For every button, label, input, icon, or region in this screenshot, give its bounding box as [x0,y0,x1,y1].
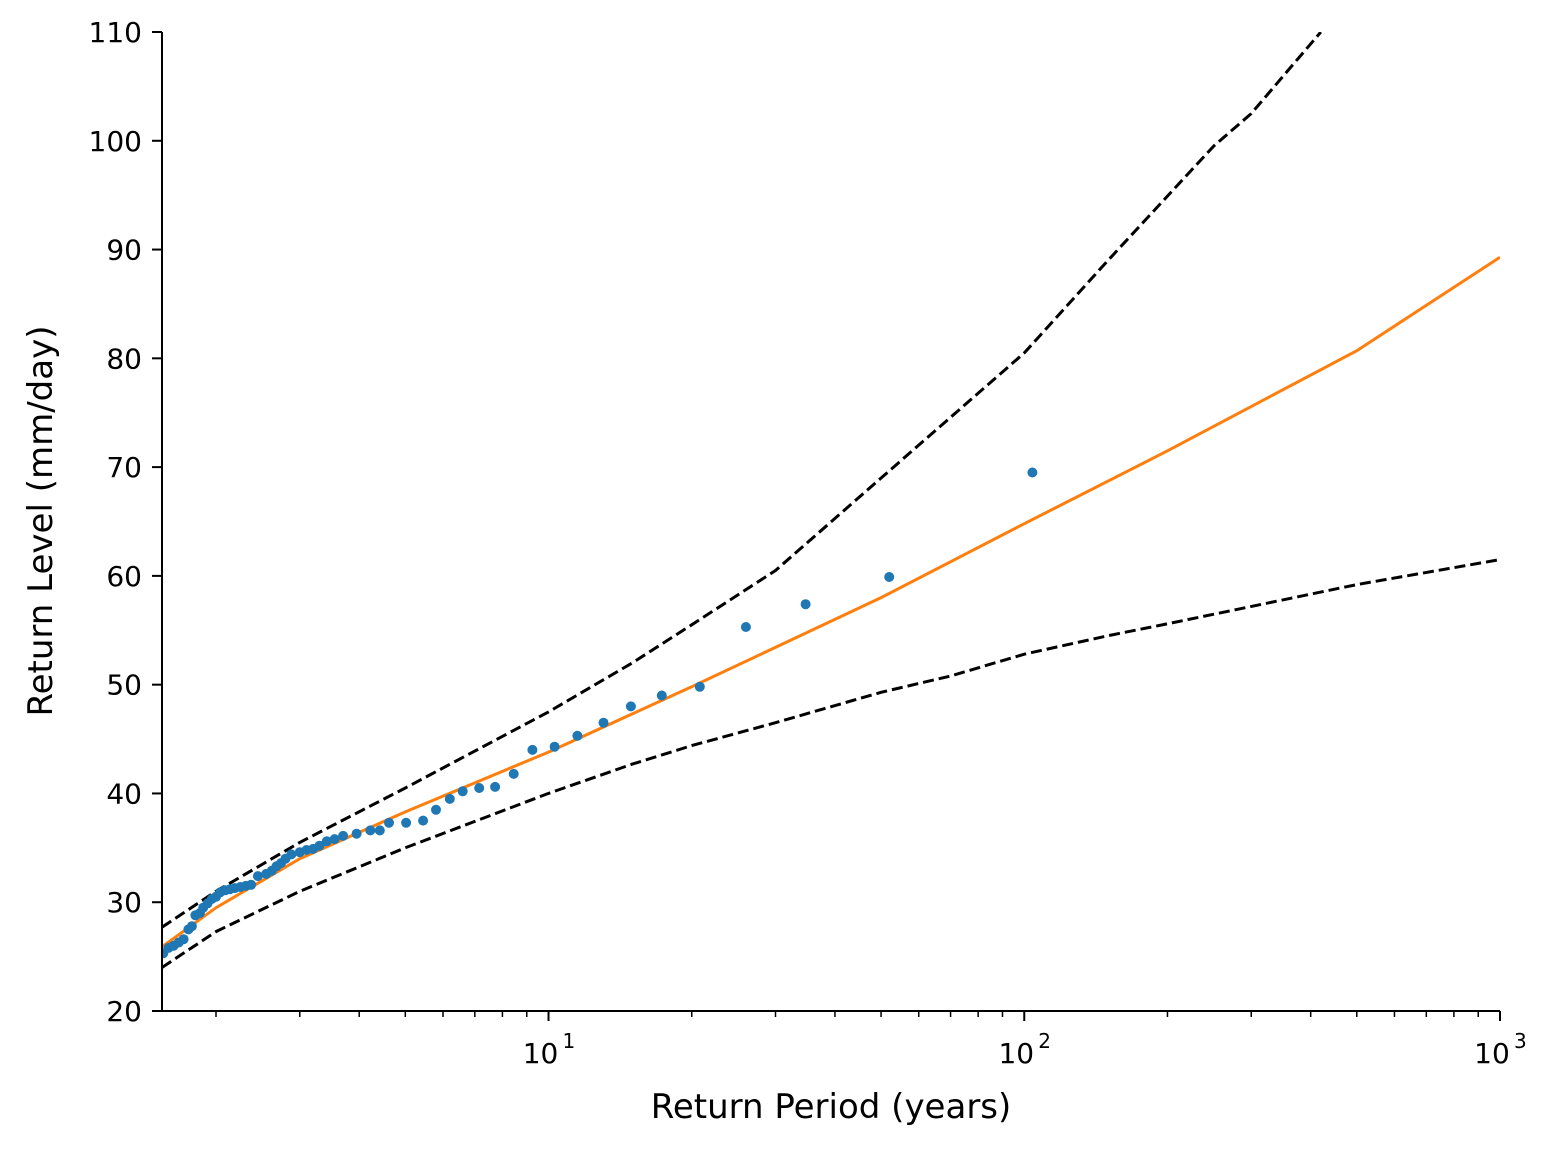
data-point [740,622,751,632]
data-point [598,717,609,728]
y-tick-label: 110 [89,16,142,49]
data-point [625,701,636,712]
y-tick-label: 30 [106,886,142,919]
plot-area [162,32,1500,969]
x-tick-label: 10 [523,1037,559,1070]
data-point [338,830,349,841]
data-point [286,849,297,860]
x-axis-label: Return Period (years) [651,1087,1012,1127]
data-point [384,817,394,828]
fitted-return-level-line [162,255,1500,949]
x-tick-label: 10 [998,1037,1034,1070]
data-point [656,690,667,701]
y-tick-label: 100 [89,125,142,158]
data-point [186,921,197,932]
y-tick-label: 80 [106,342,142,375]
data-point [418,815,429,826]
upper-confidence-bound [162,32,1322,929]
data-point [178,934,189,945]
data-point [549,741,560,752]
data-point [321,836,332,847]
data-point [1027,467,1038,478]
data-point [694,681,705,692]
data-point [431,804,441,815]
data-point [374,825,385,836]
data-point [508,768,519,779]
y-tick-label: 20 [106,995,142,1028]
data-point [444,793,455,804]
data-point [800,599,811,610]
data-point [572,730,583,741]
data-point [884,572,895,582]
data-point [527,744,538,755]
lower-confidence-bound [162,558,1500,969]
y-tick-label: 90 [106,234,142,267]
data-point [365,825,376,836]
data-point [474,783,485,793]
y-tick-label: 60 [106,560,142,593]
data-point [401,817,412,828]
y-tick-label: 40 [106,777,142,810]
data-point [490,781,501,792]
y-tick-label: 70 [106,451,142,484]
data-point [457,786,468,797]
x-tick-exponent: 2 [1038,1029,1051,1053]
x-tick-exponent: 1 [563,1029,576,1053]
series-group [162,32,1500,969]
y-axis-label: Return Level (mm/day) [21,326,61,717]
x-tick-exponent: 3 [1514,1029,1527,1053]
x-tick-label: 10 [1474,1037,1510,1070]
data-point [314,840,325,851]
data-point [351,828,362,839]
data-point [329,834,340,845]
data-point [246,879,257,890]
data-point [252,871,263,882]
y-tick-label: 50 [106,669,142,702]
